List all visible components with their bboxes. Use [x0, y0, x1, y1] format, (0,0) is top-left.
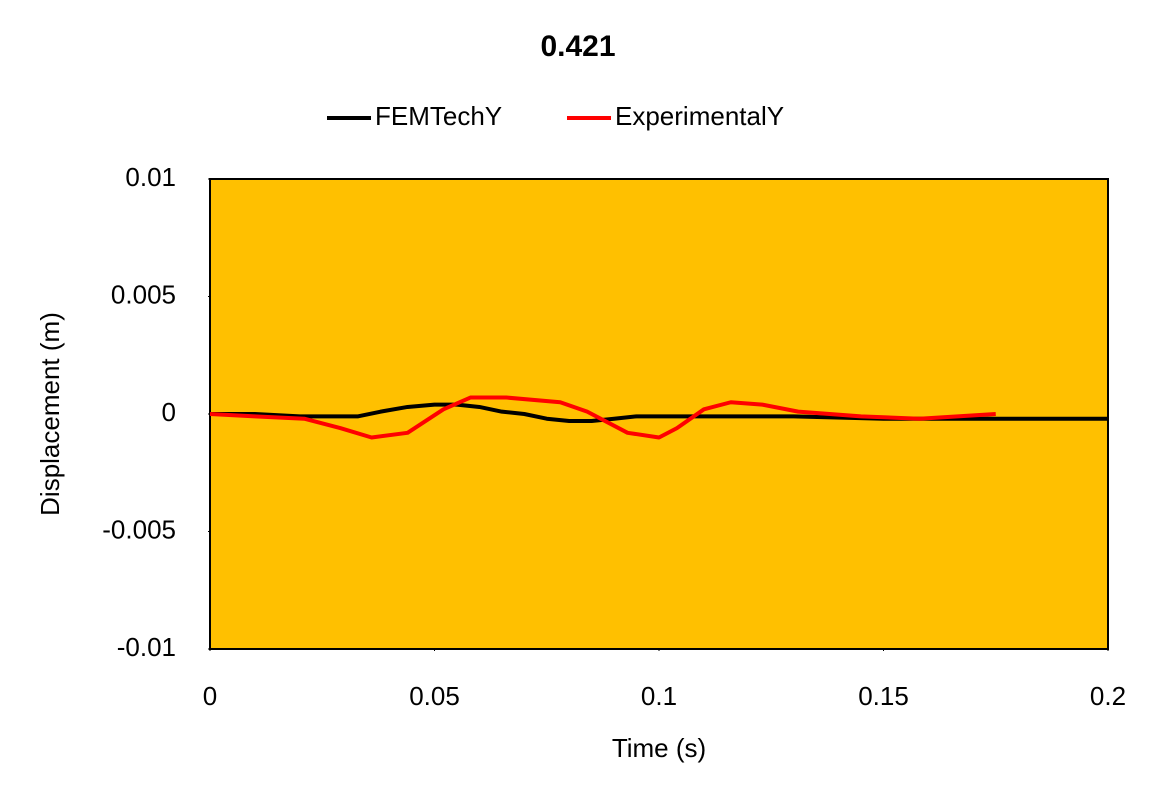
y-tick-label: 0.005 — [111, 279, 176, 309]
series-line — [210, 402, 1108, 424]
y-axis-label: Displacement (m) — [35, 312, 65, 516]
chart-title: 0.421 — [540, 30, 615, 63]
legend-label: FEMTechY — [375, 101, 502, 131]
x-tick-label: 0 — [203, 681, 217, 711]
x-tick-label: 0.05 — [409, 681, 460, 711]
series-line — [209, 395, 996, 440]
y-tick-label: 0.01 — [125, 162, 176, 192]
x-tick-label: 0.15 — [858, 681, 909, 711]
y-tick-label: -0.01 — [117, 632, 176, 662]
y-tick-label: -0.005 — [102, 514, 176, 544]
legend-label: ExperimentalY — [615, 101, 784, 131]
x-tick-label: 0.1 — [641, 681, 677, 711]
x-tick-label: 0.2 — [1090, 681, 1126, 711]
x-axis-label: Time (s) — [612, 733, 706, 763]
y-tick-label: 0 — [162, 397, 176, 427]
